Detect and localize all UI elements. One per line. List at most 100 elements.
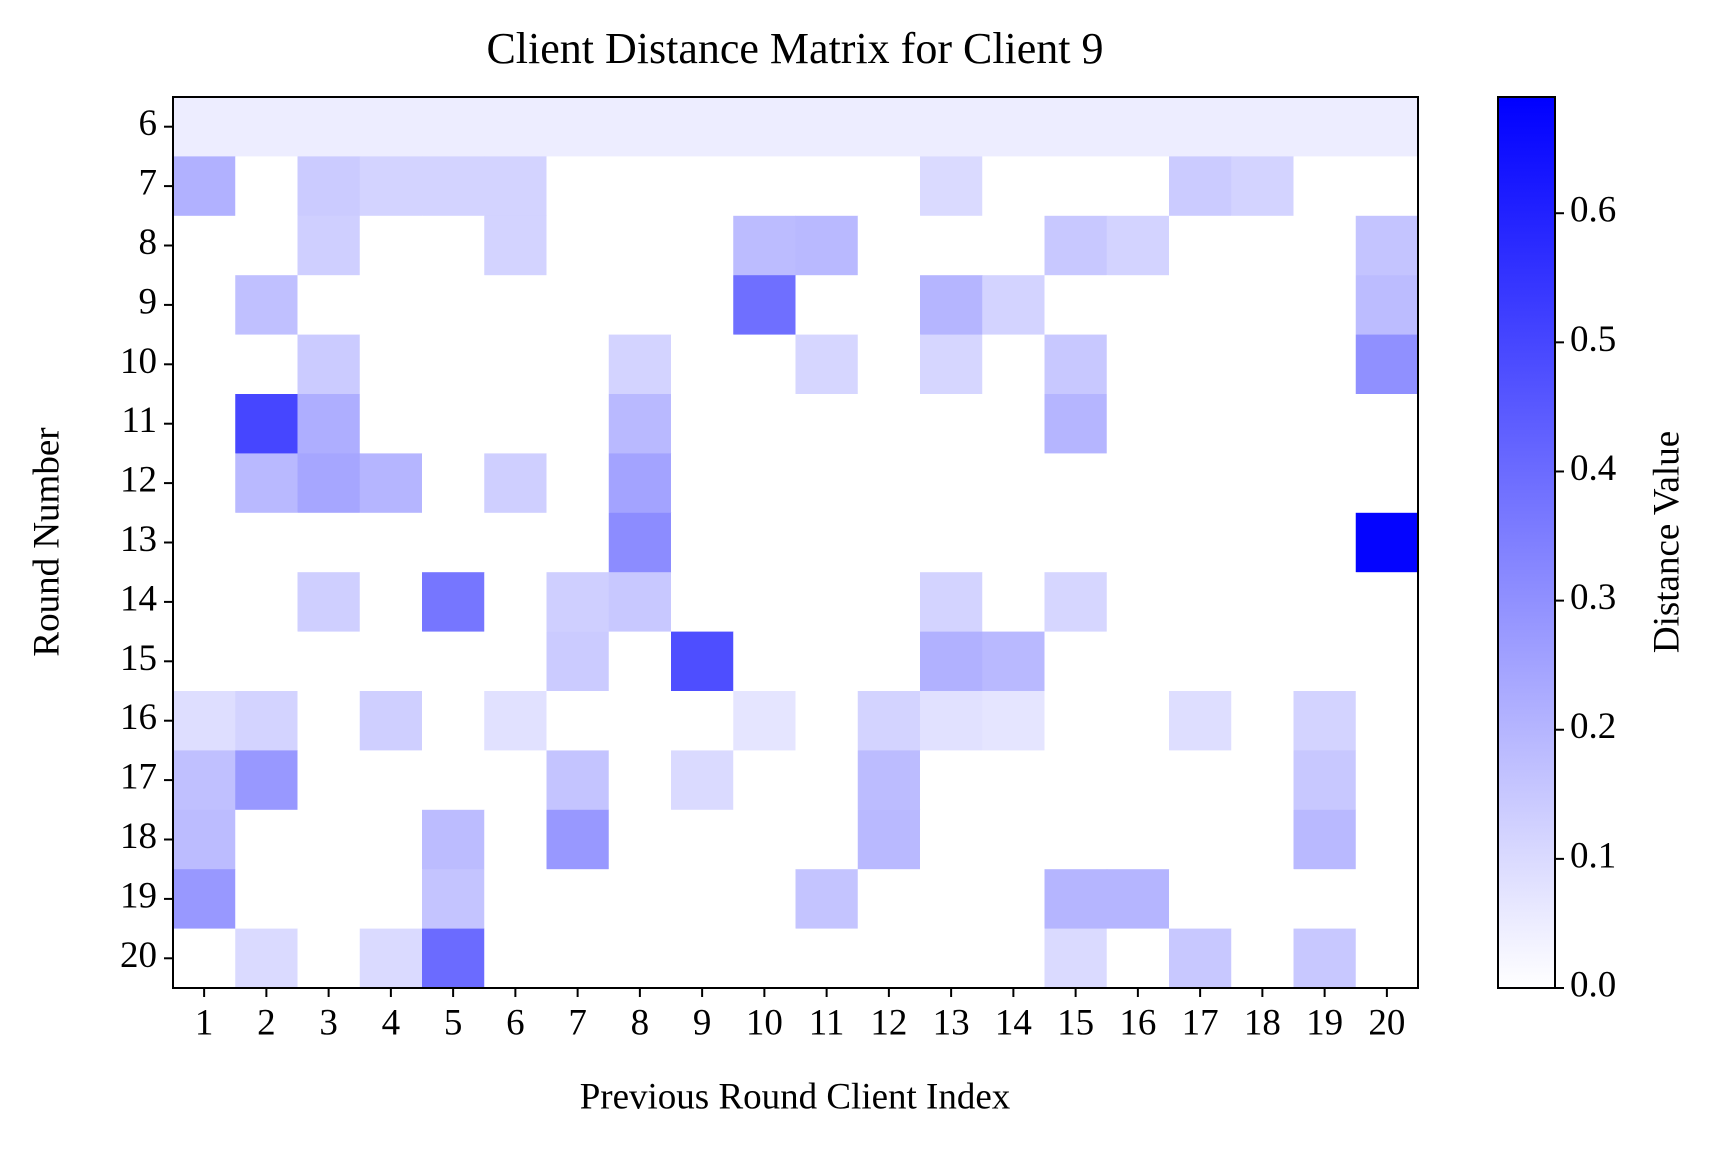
heatmap-cell: [608, 512, 672, 573]
heatmap-cell: [546, 334, 610, 395]
heatmap-cell: [235, 512, 298, 573]
y-tick-label: 6: [139, 103, 158, 144]
heatmap-cell: [795, 512, 859, 573]
heatmap-cell: [422, 334, 485, 395]
colorbar-tick-label: 0.5: [1570, 319, 1616, 360]
heatmap-cell: [546, 750, 610, 811]
heatmap-cell: [1106, 572, 1170, 633]
heatmap-cell: [795, 691, 859, 751]
heatmap-cell: [235, 572, 298, 633]
heatmap-cell: [1293, 156, 1357, 217]
heatmap-cell: [297, 275, 361, 336]
heatmap-cell: [857, 215, 921, 276]
heatmap-cell: [1044, 453, 1108, 514]
heatmap-cell: [608, 215, 672, 276]
heatmap-cell: [359, 750, 423, 811]
heatmap-cell: [857, 334, 921, 395]
heatmap-cell: [173, 809, 236, 870]
heatmap-cell: [359, 512, 423, 573]
heatmap-cell: [173, 572, 236, 633]
heatmap-cell: [1355, 334, 1419, 395]
heatmap-cell: [857, 394, 921, 454]
heatmap-cell: [1044, 156, 1108, 217]
heatmap-cell: [671, 869, 734, 930]
heatmap-cell: [857, 928, 921, 989]
heatmap-cell: [1293, 750, 1357, 811]
heatmap-cell: [359, 572, 423, 633]
heatmap-cell: [1044, 334, 1108, 395]
heatmap-cell: [671, 572, 734, 633]
heatmap-cell: [546, 869, 610, 930]
heatmap-cell: [733, 691, 796, 751]
heatmap-cell: [1044, 394, 1108, 454]
heatmap-cell: [297, 631, 361, 692]
heatmap-cell: [1355, 97, 1419, 157]
heatmap-cell: [795, 156, 859, 217]
heatmap-cell: [235, 631, 298, 692]
x-tick-label: 11: [809, 1002, 845, 1043]
heatmap-cell: [1169, 809, 1232, 870]
heatmap-cell: [733, 215, 796, 276]
heatmap-cell: [1044, 869, 1108, 930]
heatmap-cell: [1355, 572, 1419, 633]
heatmap-cell: [671, 809, 734, 870]
y-tick-label: 12: [120, 460, 157, 501]
y-tick-label: 16: [120, 697, 157, 738]
heatmap-cell: [982, 394, 1045, 454]
heatmap-cell: [173, 453, 236, 514]
heatmap-cell: [1106, 691, 1170, 751]
heatmap-cell: [733, 453, 796, 514]
heatmap-cell: [1293, 691, 1357, 751]
heatmap-cell: [608, 334, 672, 395]
heatmap-cell: [795, 928, 859, 989]
heatmap-cell: [422, 394, 485, 454]
heatmap-cell: [1231, 334, 1294, 395]
heatmap-cell: [982, 809, 1045, 870]
heatmap-cell: [235, 275, 298, 336]
heatmap-cell: [920, 215, 983, 276]
heatmap-cell: [422, 215, 485, 276]
heatmap-cell: [484, 275, 547, 336]
heatmap-cell: [857, 809, 921, 870]
heatmap-cell: [1231, 97, 1294, 157]
heatmap-cell: [920, 453, 983, 514]
heatmap-cell: [1231, 869, 1294, 930]
heatmap-cell: [1169, 334, 1232, 395]
y-tick-label: 17: [120, 757, 157, 798]
heatmap-cell: [359, 453, 423, 514]
heatmap-cell: [1106, 156, 1170, 217]
heatmap-cell: [857, 869, 921, 930]
x-tick-label: 9: [693, 1002, 712, 1043]
x-tick-label: 17: [1182, 1002, 1219, 1043]
heatmap-cell: [1106, 334, 1170, 395]
heatmap-cell: [359, 631, 423, 692]
heatmap-cell: [235, 215, 298, 276]
y-tick-label: 15: [120, 638, 157, 679]
heatmap-cell: [920, 97, 983, 157]
heatmap-cell: [484, 453, 547, 514]
heatmap-cell: [1231, 631, 1294, 692]
y-tick-label: 8: [139, 222, 158, 263]
heatmap-cell: [484, 512, 547, 573]
heatmap-cell: [1044, 809, 1108, 870]
y-tick-label: 19: [120, 875, 157, 916]
heatmap-cell: [1169, 453, 1232, 514]
heatmap-cell: [982, 869, 1045, 930]
heatmap-cell: [1231, 809, 1294, 870]
heatmap-cell: [982, 156, 1045, 217]
heatmap-cell: [1169, 156, 1232, 217]
heatmap-cell: [920, 394, 983, 454]
x-axis-label: Previous Round Client Index: [580, 1076, 1011, 1117]
y-tick-label: 10: [120, 341, 157, 382]
heatmap-cell: [297, 869, 361, 930]
heatmap-cell: [1044, 631, 1108, 692]
heatmap-cell: [1169, 215, 1232, 276]
heatmap-cell: [795, 97, 859, 157]
heatmap-cell: [671, 928, 734, 989]
heatmap-cell: [608, 691, 672, 751]
heatmap-cell: [546, 215, 610, 276]
heatmap-cell: [1169, 691, 1232, 751]
x-tick-label: 2: [257, 1002, 276, 1043]
heatmap-cell: [982, 928, 1045, 989]
